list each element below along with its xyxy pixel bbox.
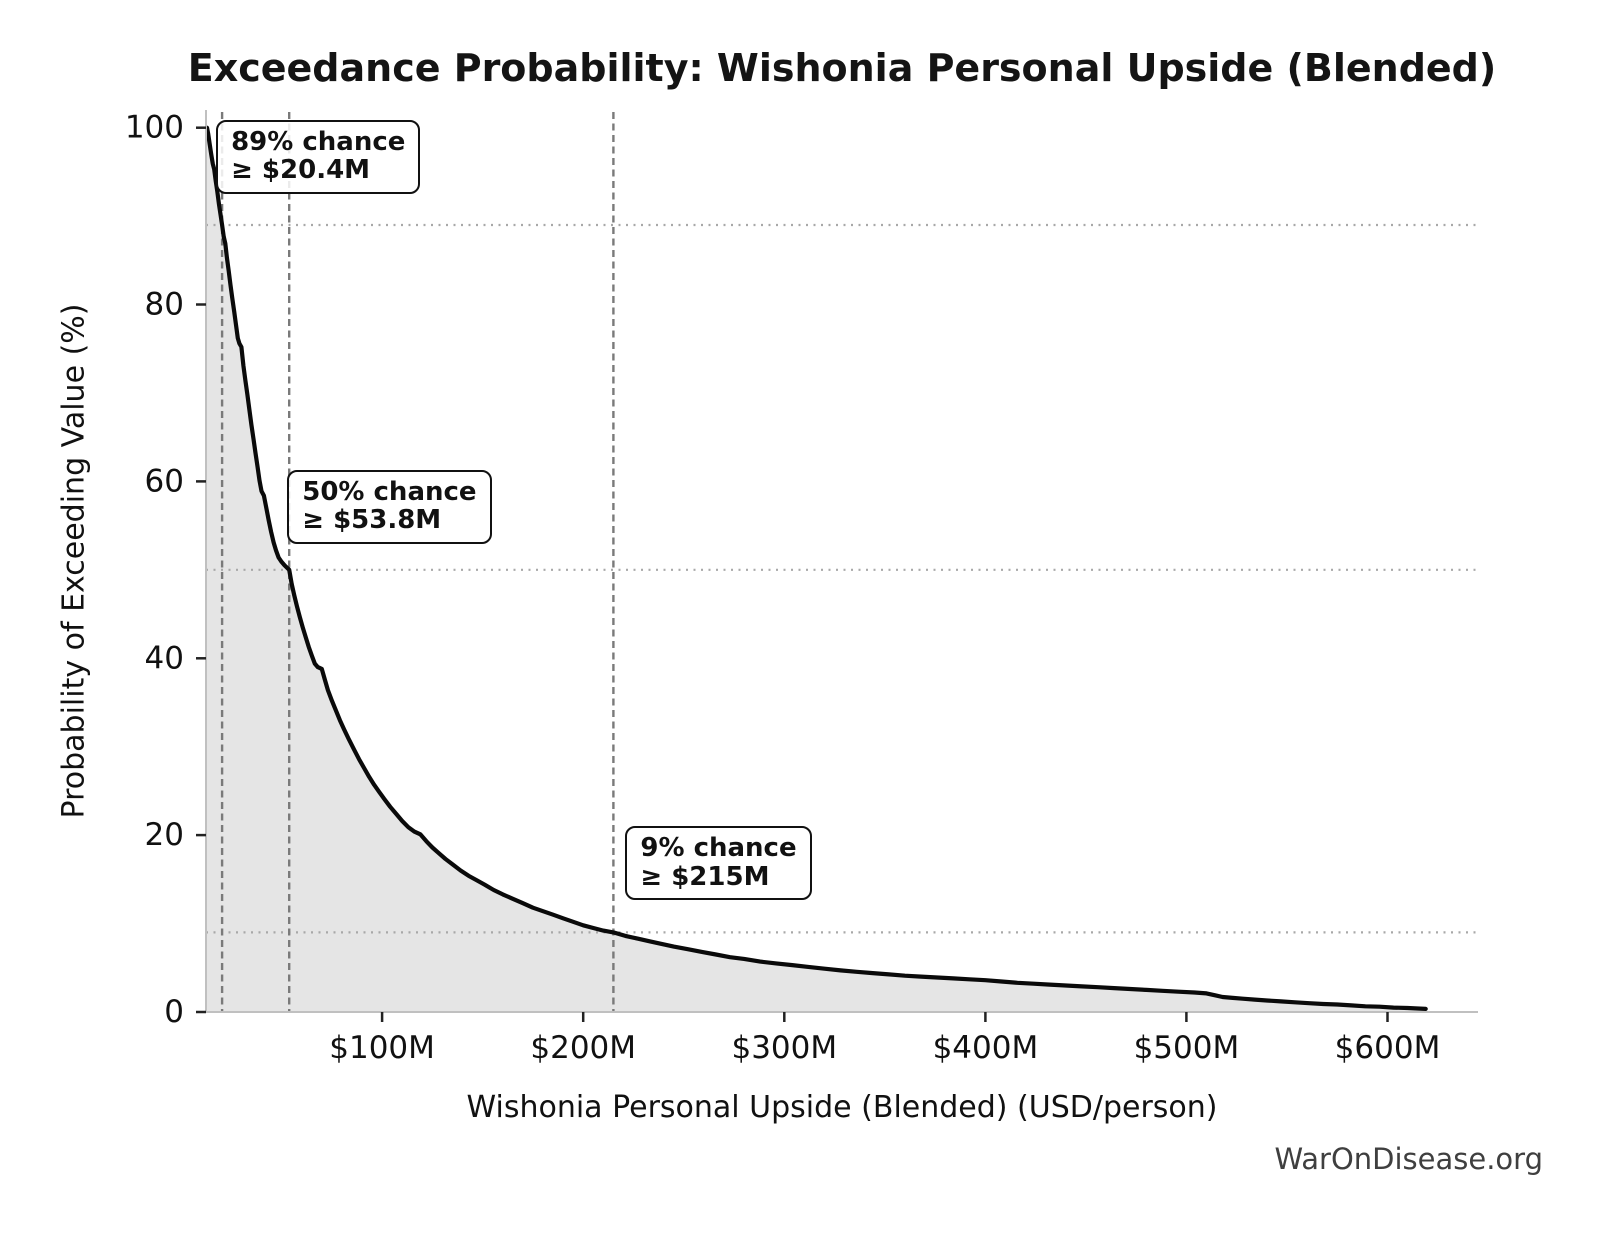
y-tick-label: 40 [145,640,184,676]
y-tick-label: 100 [125,110,184,146]
x-tick-label: $500M [1134,1030,1240,1066]
annotation-value-label: ≥ $20.4M [231,155,371,186]
chart-title: Exceedance Probability: Wishonia Persona… [187,46,1497,90]
annotation-box: 50% chance ≥ $53.8M [287,469,492,544]
x-tick-label: $200M [530,1030,636,1066]
x-tick-label: $100M [329,1030,435,1066]
x-tick-label: $300M [731,1030,837,1066]
annotation-value-label: ≥ $53.8M [302,505,442,536]
annotation-chance-label: 89% chance [231,126,406,157]
x-tick-label: $400M [933,1030,1039,1066]
watermark-text: WarOnDisease.org [1274,1142,1543,1176]
y-tick-label: 0 [164,994,184,1030]
annotation-box: 89% chance ≥ $20.4M [216,119,421,194]
annotation-box: 9% chance ≥ $215M [625,826,812,901]
y-tick-label: 20 [145,817,184,853]
y-tick-label: 60 [145,463,184,499]
exceedance-curve [204,125,1428,1011]
x-axis-label: Wishonia Personal Upside (Blended) (USD/… [466,1090,1218,1125]
annotation-value-label: ≥ $215M [640,861,770,892]
area-fill [207,127,1426,1012]
y-axis-label: Probability of Exceeding Value (%) [56,303,92,819]
y-tick-label: 80 [145,287,184,323]
x-tick-label: $600M [1335,1030,1441,1066]
annotation-chance-label: 50% chance [302,476,477,507]
annotation-chance-label: 9% chance [640,833,797,864]
